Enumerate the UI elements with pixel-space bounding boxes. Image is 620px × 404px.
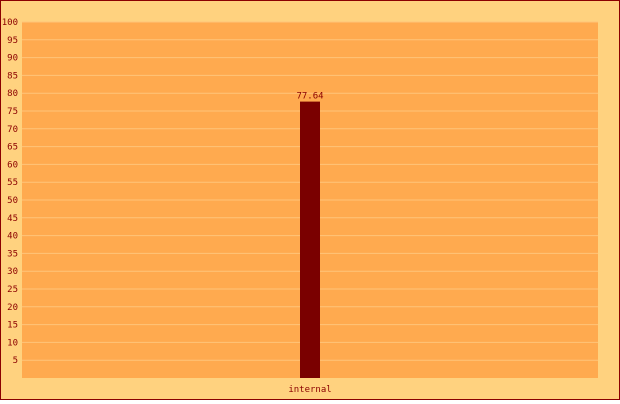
bar-internal xyxy=(300,101,320,379)
y-axis-ticks: 5 10 15 20 25 30 35 40 45 50 55 60 65 70 75 80 85 90 95 100 xyxy=(2,18,18,366)
x-axis-ticks: internal xyxy=(288,385,331,395)
y-tick-label: 5 xyxy=(13,356,18,366)
y-tick-label: 10 xyxy=(7,338,18,348)
y-tick-label: 70 xyxy=(7,125,18,135)
y-tick-label: 35 xyxy=(7,249,18,259)
y-tick-label: 20 xyxy=(7,303,18,313)
y-tick-label: 65 xyxy=(7,143,18,153)
y-tick-label: 90 xyxy=(7,54,18,64)
x-tick-label: internal xyxy=(288,385,331,395)
y-tick-label: 85 xyxy=(7,71,18,81)
y-tick-label: 45 xyxy=(7,214,18,224)
y-tick-label: 75 xyxy=(7,107,18,117)
y-tick-label: 55 xyxy=(7,178,18,188)
y-tick-label: 30 xyxy=(7,267,18,277)
y-tick-label: 15 xyxy=(7,321,18,331)
y-tick-label: 80 xyxy=(7,89,18,99)
bar-value-label: 77.64 xyxy=(296,92,323,102)
bars: 77.64 xyxy=(296,92,324,379)
y-tick-label: 95 xyxy=(7,36,18,46)
y-tick-label: 40 xyxy=(7,232,18,242)
y-tick-label: 50 xyxy=(7,196,18,206)
y-tick-label: 25 xyxy=(7,285,18,295)
y-tick-label: 60 xyxy=(7,160,18,170)
y-tick-label: 100 xyxy=(2,18,18,28)
